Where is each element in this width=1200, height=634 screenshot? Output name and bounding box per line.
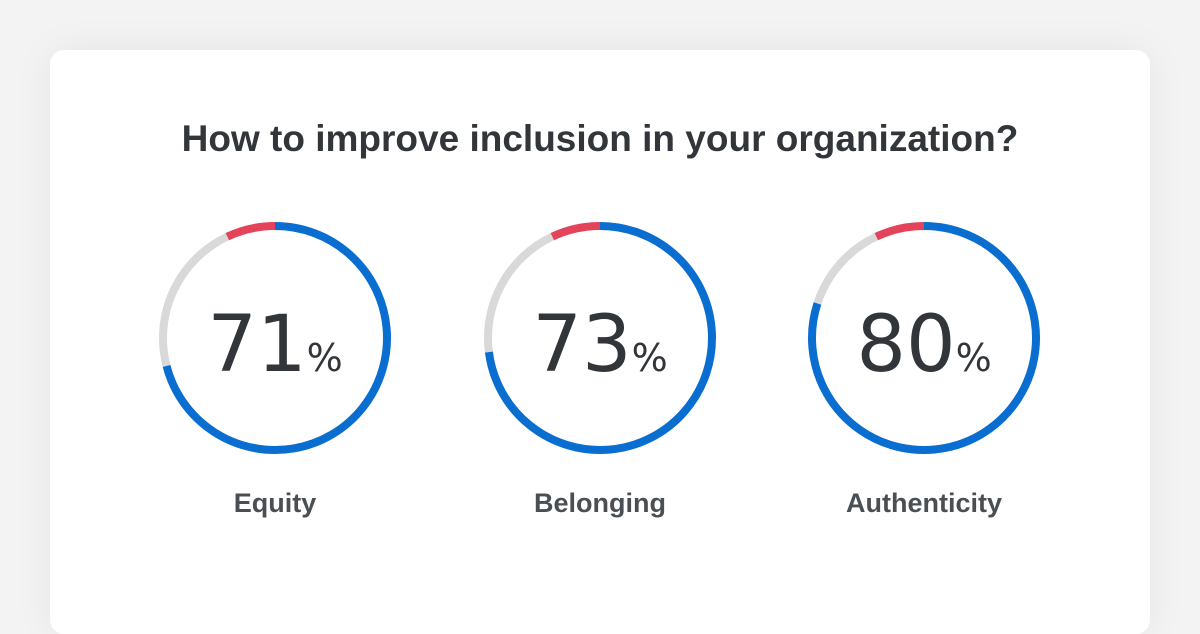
gauge-authenticity: 80% (804, 218, 1044, 458)
gauge-belonging: 73% (480, 218, 720, 458)
arc-negative (550, 222, 601, 241)
arc-positive (808, 222, 1040, 454)
gauge-label-belonging: Belonging (534, 488, 666, 518)
value-number: 71 (207, 300, 307, 390)
gauge-label-authenticity: Authenticity (845, 488, 1002, 518)
arc-neutral (484, 233, 555, 353)
value-number: 80 (856, 300, 956, 390)
donut-equity (159, 222, 391, 454)
percent-sign: % (631, 336, 668, 380)
chart-title: How to improve inclusion in your organiz… (181, 118, 1019, 159)
gauge-value-equity: 71% (155, 300, 395, 390)
arc-negative (225, 222, 276, 241)
arc-neutral (159, 233, 230, 367)
donut-authenticity (808, 222, 1040, 454)
gauge-value-belonging: 73% (480, 300, 720, 390)
survey-card (50, 50, 1150, 634)
gauge-equity: 71% (155, 218, 395, 458)
arc-positive (484, 222, 716, 454)
percent-sign: % (306, 336, 343, 380)
arc-neutral (813, 233, 879, 305)
percent-sign: % (955, 336, 992, 380)
gauge-label-equity: Equity (233, 488, 317, 518)
arc-positive (162, 222, 391, 454)
donut-belonging (484, 222, 716, 454)
arc-negative (874, 222, 925, 241)
gauge-value-authenticity: 80% (804, 300, 1044, 390)
value-number: 73 (532, 300, 632, 390)
